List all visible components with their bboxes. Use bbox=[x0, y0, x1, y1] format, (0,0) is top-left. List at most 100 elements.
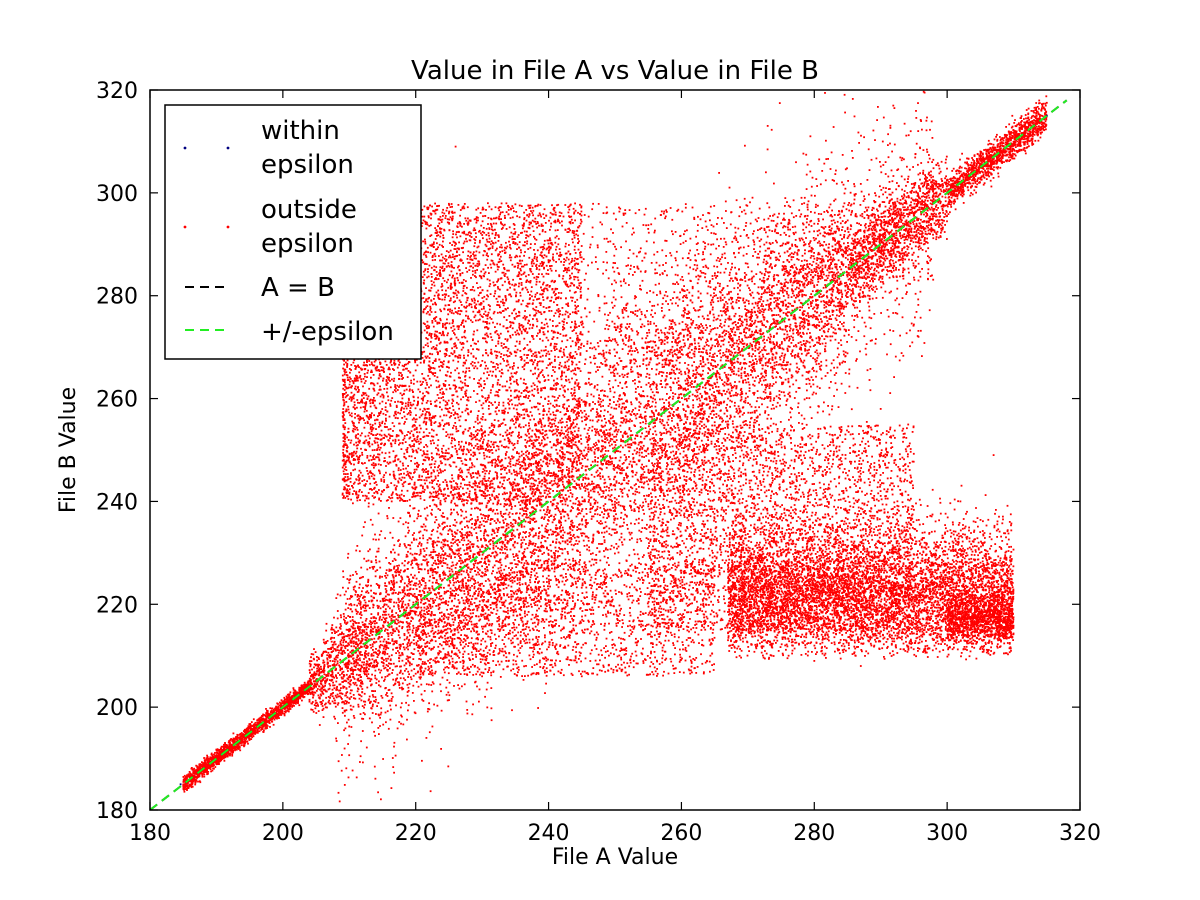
outside-epsilon-point bbox=[481, 576, 483, 578]
outside-epsilon-point bbox=[328, 652, 330, 654]
outside-epsilon-point bbox=[412, 554, 414, 556]
outside-epsilon-point bbox=[970, 192, 972, 194]
outside-epsilon-point bbox=[730, 269, 732, 271]
outside-epsilon-point bbox=[728, 389, 730, 391]
outside-epsilon-point bbox=[468, 585, 470, 587]
outside-epsilon-point bbox=[616, 434, 618, 436]
outside-epsilon-point bbox=[654, 531, 656, 533]
outside-epsilon-point bbox=[646, 368, 648, 370]
outside-epsilon-point bbox=[372, 696, 374, 698]
outside-epsilon-point bbox=[744, 308, 746, 310]
outside-epsilon-point bbox=[588, 550, 590, 552]
outside-epsilon-point bbox=[340, 687, 342, 689]
outside-epsilon-point bbox=[760, 298, 762, 300]
outside-epsilon-point bbox=[726, 348, 728, 350]
outside-epsilon-point bbox=[691, 383, 693, 385]
outside-epsilon-point bbox=[818, 321, 820, 323]
outside-epsilon-point bbox=[993, 166, 995, 168]
outside-epsilon-point bbox=[805, 268, 807, 270]
outside-epsilon-point bbox=[936, 236, 938, 238]
outside-epsilon-point bbox=[668, 506, 670, 508]
outside-epsilon-point bbox=[470, 568, 472, 570]
outside-epsilon-point bbox=[380, 707, 382, 709]
outside-epsilon-point bbox=[332, 682, 334, 684]
outside-epsilon-point bbox=[835, 297, 837, 299]
outside-epsilon-point bbox=[662, 359, 664, 361]
outside-epsilon-point bbox=[450, 542, 452, 544]
outside-epsilon-point bbox=[442, 512, 444, 514]
outside-epsilon-point bbox=[865, 207, 867, 209]
outside-epsilon-point bbox=[733, 469, 735, 471]
outside-epsilon-point bbox=[423, 639, 425, 641]
outside-epsilon-point bbox=[617, 385, 619, 387]
outside-epsilon-point bbox=[644, 411, 646, 413]
outside-epsilon-point bbox=[745, 222, 747, 224]
outside-epsilon-point bbox=[406, 658, 408, 660]
outside-epsilon-point bbox=[719, 390, 721, 392]
outside-epsilon-point bbox=[634, 494, 636, 496]
outside-epsilon-point bbox=[465, 511, 467, 513]
outside-epsilon-point bbox=[677, 424, 679, 426]
outside-epsilon-point bbox=[309, 660, 311, 662]
outside-epsilon-point bbox=[702, 316, 704, 318]
outside-epsilon-point bbox=[428, 673, 430, 675]
outside-epsilon-point bbox=[747, 412, 749, 414]
outside-epsilon-point bbox=[449, 645, 451, 647]
outside-epsilon-point bbox=[453, 685, 455, 687]
outside-epsilon-point bbox=[918, 240, 920, 242]
outside-epsilon-point bbox=[529, 647, 531, 649]
outside-epsilon-point bbox=[738, 300, 740, 302]
outside-epsilon-point bbox=[402, 643, 404, 645]
outside-epsilon-point bbox=[521, 539, 523, 541]
outside-epsilon-point bbox=[480, 614, 482, 616]
outside-epsilon-point bbox=[326, 623, 328, 625]
outside-epsilon-point bbox=[910, 228, 912, 230]
outside-epsilon-point bbox=[474, 586, 476, 588]
outside-epsilon-point bbox=[605, 450, 607, 452]
outside-epsilon-point bbox=[912, 235, 914, 237]
outside-epsilon-point bbox=[509, 630, 511, 632]
outside-epsilon-point bbox=[603, 536, 605, 538]
outside-epsilon-point bbox=[346, 674, 348, 676]
outside-epsilon-point bbox=[945, 162, 947, 164]
outside-epsilon-point bbox=[687, 380, 689, 382]
outside-epsilon-point bbox=[755, 320, 757, 322]
outside-epsilon-point bbox=[551, 639, 553, 641]
outside-epsilon-point bbox=[732, 328, 734, 330]
outside-epsilon-point bbox=[382, 724, 384, 726]
outside-epsilon-point bbox=[450, 612, 452, 614]
outside-epsilon-point bbox=[601, 436, 603, 438]
outside-epsilon-point bbox=[742, 340, 744, 342]
outside-epsilon-point bbox=[625, 344, 627, 346]
outside-epsilon-point bbox=[810, 257, 812, 259]
outside-epsilon-point bbox=[466, 549, 468, 551]
outside-epsilon-point bbox=[337, 660, 339, 662]
outside-epsilon-point bbox=[546, 483, 548, 485]
outside-epsilon-point bbox=[655, 406, 657, 408]
outside-epsilon-point bbox=[607, 439, 609, 441]
outside-epsilon-point bbox=[584, 490, 586, 492]
outside-epsilon-point bbox=[347, 670, 349, 672]
outside-epsilon-point bbox=[648, 453, 650, 455]
outside-epsilon-point bbox=[725, 497, 727, 499]
outside-epsilon-point bbox=[782, 361, 784, 363]
outside-epsilon-point bbox=[365, 620, 367, 622]
outside-epsilon-point bbox=[366, 629, 368, 631]
outside-epsilon-point bbox=[570, 563, 572, 565]
outside-epsilon-point bbox=[859, 276, 861, 278]
outside-epsilon-point bbox=[705, 443, 707, 445]
outside-epsilon-point bbox=[920, 219, 922, 221]
outside-epsilon-point bbox=[636, 448, 638, 450]
outside-epsilon-point bbox=[477, 671, 479, 673]
outside-epsilon-point bbox=[948, 181, 950, 183]
outside-epsilon-point bbox=[498, 571, 500, 573]
outside-epsilon-point bbox=[948, 203, 950, 205]
outside-epsilon-point bbox=[338, 652, 340, 654]
outside-epsilon-point bbox=[645, 455, 647, 457]
outside-epsilon-point bbox=[394, 552, 396, 554]
outside-epsilon-point bbox=[684, 479, 686, 481]
outside-epsilon-point bbox=[359, 698, 361, 700]
outside-epsilon-point bbox=[732, 301, 734, 303]
outside-epsilon-point bbox=[634, 363, 636, 365]
outside-epsilon-point bbox=[862, 285, 864, 287]
